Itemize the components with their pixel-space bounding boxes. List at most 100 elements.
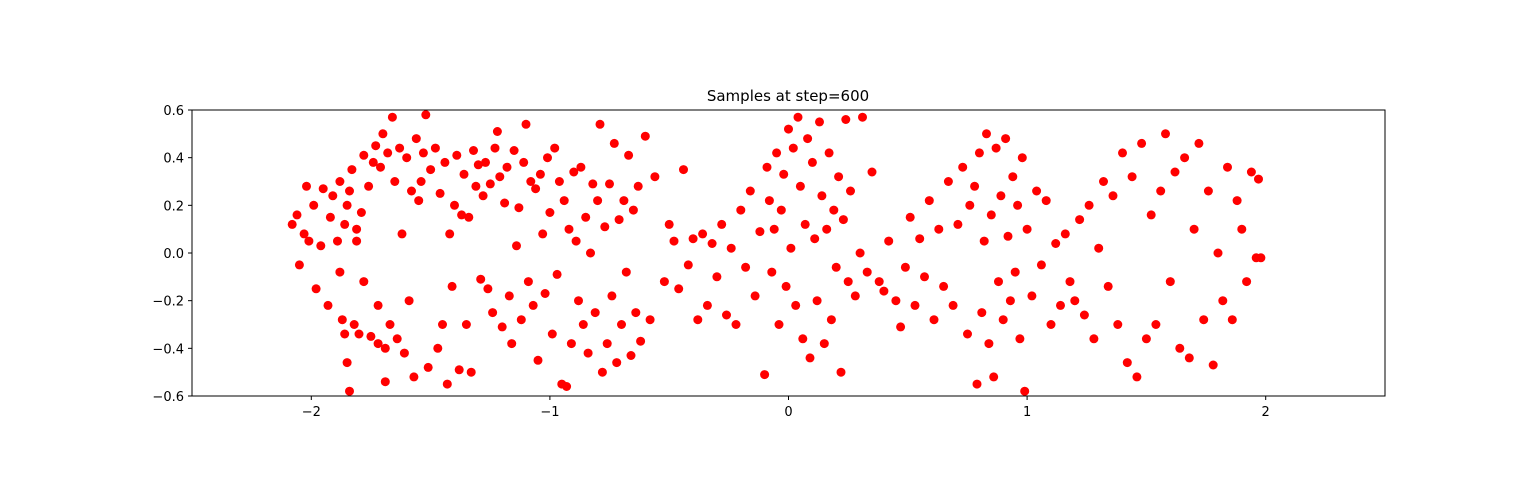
data-point [380,377,390,387]
data-point [1137,138,1147,148]
data-point [1032,186,1042,196]
data-point [984,339,994,349]
points-layer [287,110,1266,396]
data-point [674,284,684,294]
data-point [1127,172,1137,182]
data-point [688,234,698,244]
data-point [371,141,381,151]
data-point [659,277,669,287]
data-point [409,372,419,382]
data-point [791,300,801,310]
data-point [571,236,581,246]
data-point [633,181,643,191]
y-tick-label: 0.2 [163,199,184,214]
data-point [1056,300,1065,310]
data-point [435,188,445,198]
data-point [826,315,836,325]
data-point [838,215,848,225]
data-point [583,348,593,358]
data-point [920,272,929,282]
data-point [454,365,464,375]
data-point [803,134,813,144]
data-point [1060,229,1070,239]
data-point [366,331,376,341]
data-point [712,272,722,282]
data-point [812,296,822,306]
data-point [378,129,388,139]
data-point [423,362,433,372]
data-point [545,208,555,217]
data-point [352,236,362,246]
data-point [478,191,488,201]
data-point [1005,296,1015,306]
data-point [970,181,980,191]
data-point [972,379,982,389]
data-point [325,212,335,222]
data-point [471,181,481,191]
data-point [786,243,796,253]
data-point [1256,253,1266,263]
data-point [385,320,395,329]
data-point [459,169,469,179]
data-point [929,315,939,325]
data-point [836,367,846,377]
data-point [1213,248,1223,258]
data-point [1118,148,1127,158]
data-point [784,124,793,134]
data-point [755,227,765,237]
data-point [640,131,650,141]
data-point [612,358,622,368]
data-point [664,219,674,229]
data-point [798,334,808,344]
data-point [874,277,884,287]
data-point [867,167,877,177]
data-point [779,169,789,179]
data-point [552,269,562,279]
data-point [399,348,409,358]
data-point [528,300,538,310]
data-point [1246,167,1256,177]
data-point [342,200,352,210]
data-point [533,355,543,365]
data-point [772,148,782,158]
data-point [383,148,393,158]
data-point [438,320,447,329]
data-point [447,281,457,291]
data-point [531,184,541,194]
data-point [841,115,851,124]
data-point [834,172,844,182]
data-point [316,241,326,251]
data-point [359,277,369,287]
data-point [843,277,853,287]
data-point [426,165,436,175]
data-point [1022,224,1032,234]
data-point [800,219,810,229]
data-point [805,353,815,363]
data-point [509,146,519,155]
y-tick-label: 0.0 [163,247,184,262]
data-point [934,224,944,234]
data-point [588,179,598,189]
data-point [1084,200,1094,210]
data-point [340,219,350,229]
data-point [500,198,510,208]
data-point [442,379,452,389]
data-point [807,157,817,167]
data-point [397,229,407,239]
data-point [669,236,679,246]
data-point [822,224,832,234]
data-point [550,143,560,153]
data-point [1203,186,1213,196]
data-point [416,177,426,186]
data-point [595,119,605,129]
data-point [693,315,703,325]
data-point [815,117,824,127]
data-point [829,205,839,215]
data-point [450,200,459,210]
data-point [650,172,660,182]
data-point [896,322,906,332]
data-point [461,320,471,329]
data-point [554,177,564,186]
data-point [617,320,626,329]
data-point [368,157,378,167]
